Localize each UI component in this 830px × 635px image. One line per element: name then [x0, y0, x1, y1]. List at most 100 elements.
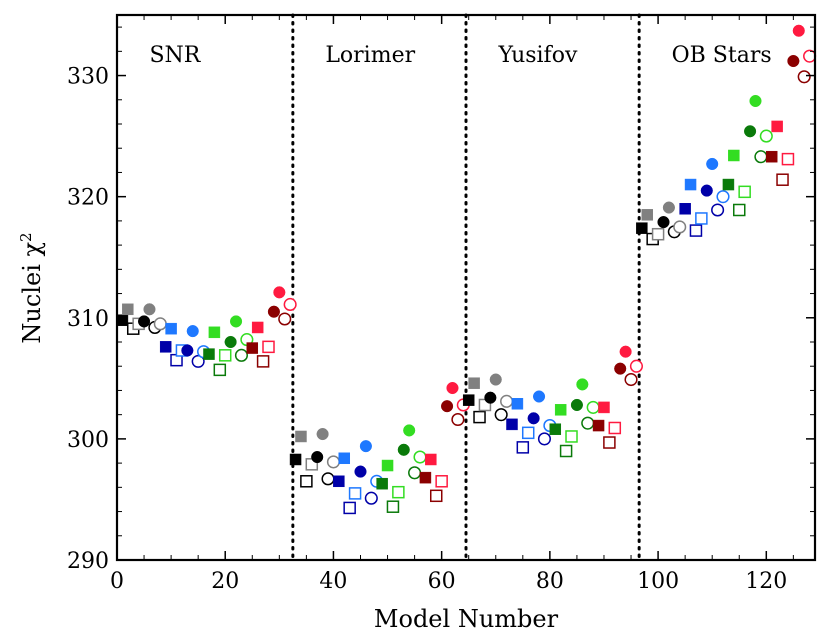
- region-label-ob-stars: OB Stars: [672, 43, 772, 68]
- data-point-square-gray-2: [122, 303, 134, 316]
- data-point-square-darkblue-43: [343, 501, 356, 515]
- data-point-circle-darkgreen-85: [570, 398, 583, 412]
- data-point-circle-darkblue-109: [700, 184, 713, 197]
- data-point-circle-green-54: [403, 424, 416, 437]
- data-point-square-blue-42: [338, 452, 351, 465]
- data-point-square-gray-34: [295, 430, 307, 443]
- y-tick-label: 310: [67, 307, 109, 332]
- data-point-square-green-20: [218, 349, 232, 362]
- data-point-circle-darkblue-111: [711, 203, 725, 217]
- data-point-square-darkgreen-113: [722, 178, 735, 191]
- data-point-circle-blue-46: [359, 440, 372, 453]
- data-point-circle-green-56: [413, 450, 427, 464]
- data-point-square-darkgreen-81: [549, 423, 562, 435]
- y-axis-title-main: Nuclei χ: [18, 242, 46, 344]
- data-point-square-darkred-25: [246, 342, 259, 354]
- data-point-circle-black-5: [138, 315, 151, 328]
- data-point-square-gray-66: [468, 377, 480, 389]
- data-point-circle-gray-102: [662, 201, 675, 214]
- data-points: [116, 24, 817, 515]
- data-point-circle-black-101: [657, 216, 670, 229]
- data-point-square-darkgreen-83: [559, 444, 573, 458]
- data-point-square-crimson-92: [608, 421, 622, 435]
- data-point-square-green-84: [565, 430, 578, 443]
- data-point-square-green-50: [381, 459, 394, 472]
- y-tick-label: 330: [67, 65, 109, 90]
- data-point-square-black-97: [636, 222, 648, 234]
- plot-frame: [115, 13, 817, 562]
- data-point-circle-black-71: [494, 408, 508, 422]
- data-point-circle-green-22: [229, 315, 243, 328]
- x-tick-label: 120: [745, 569, 787, 594]
- data-point-square-crimson-122: [771, 120, 783, 133]
- data-point-square-darkred-91: [603, 436, 616, 449]
- data-point-circle-darkgreen-117: [744, 125, 757, 138]
- data-point-circle-darkred-61: [441, 400, 454, 413]
- region-labels: SNR Lorimer Yusifov OB Stars: [149, 43, 771, 68]
- data-point-square-gray-98: [641, 209, 654, 221]
- data-point-square-darkgreen-51: [386, 500, 400, 513]
- data-point-square-darkred-121: [765, 150, 778, 163]
- y-axis-title-superscript: 2: [17, 232, 35, 242]
- data-point-circle-crimson-94: [619, 345, 632, 358]
- data-point-circle-darkblue-77: [527, 412, 540, 425]
- data-point-square-black-33: [289, 453, 302, 466]
- data-point-square-darkblue-9: [159, 341, 172, 353]
- data-point-circle-darkblue-15: [191, 354, 205, 368]
- data-point-circle-darkblue-13: [181, 344, 194, 357]
- data-point-square-green-82: [554, 404, 567, 416]
- y-tick-label: 290: [67, 549, 109, 574]
- x-axis-title: Model Number: [374, 605, 559, 633]
- data-point-circle-gray-6: [143, 303, 156, 316]
- data-point-circle-crimson-32: [283, 297, 297, 312]
- data-point-circle-darkred-63: [451, 412, 465, 427]
- data-point-circle-green-86: [576, 378, 589, 391]
- data-point-circle-crimson-30: [273, 286, 286, 299]
- data-point-circle-crimson-62: [446, 381, 459, 395]
- data-point-circle-gray-72: [500, 394, 514, 408]
- region-label-yusifov: Yusifov: [497, 43, 577, 68]
- x-tick-label: 80: [536, 569, 564, 594]
- data-point-circle-blue-14: [186, 325, 199, 338]
- data-point-square-blue-10: [165, 322, 177, 335]
- data-point-circle-green-88: [586, 400, 600, 414]
- data-point-circle-black-37: [311, 451, 324, 464]
- data-point-square-darkgreen-115: [732, 203, 746, 217]
- data-point-circle-darkred-31: [278, 312, 292, 326]
- data-point-square-darkgreen-19: [213, 363, 227, 377]
- data-point-square-blue-44: [348, 487, 362, 500]
- data-point-circle-crimson-126: [792, 24, 805, 37]
- x-tick-label: 20: [211, 569, 239, 594]
- region-label-lorimer: Lorimer: [325, 43, 415, 68]
- data-point-square-gray-100: [651, 227, 665, 241]
- data-point-circle-black-39: [321, 472, 335, 486]
- data-point-square-darkblue-105: [679, 203, 691, 215]
- data-point-square-darkblue-107: [689, 224, 703, 237]
- data-point-circle-darkgreen-87: [581, 416, 595, 430]
- data-point-square-black-1: [116, 314, 129, 326]
- data-point-square-blue-106: [684, 178, 697, 191]
- data-point-square-darkred-59: [429, 489, 443, 503]
- y-tick-label: 320: [67, 186, 109, 211]
- data-point-square-green-114: [728, 149, 740, 162]
- data-point-circle-darkblue-79: [537, 432, 552, 446]
- data-point-square-darkblue-75: [516, 441, 530, 454]
- data-point-square-darkgreen-17: [203, 348, 215, 360]
- data-point-circle-gray-8: [153, 317, 167, 331]
- data-point-square-blue-74: [511, 398, 524, 410]
- region-dividers: [291, 13, 641, 562]
- data-point-circle-darkgreen-53: [397, 443, 410, 456]
- data-point-square-crimson-60: [435, 475, 448, 488]
- data-point-square-crimson-28: [262, 340, 275, 354]
- data-point-circle-green-120: [759, 129, 773, 143]
- data-point-circle-darkgreen-23: [234, 348, 248, 362]
- data-point-circle-gray-104: [673, 220, 687, 234]
- data-point-square-green-18: [208, 326, 221, 339]
- data-point-square-crimson-26: [251, 321, 264, 334]
- data-point-circle-darkblue-45: [354, 465, 367, 478]
- data-point-square-darkblue-73: [506, 418, 518, 431]
- y-tick-label: 300: [67, 428, 109, 453]
- x-tick-label: 0: [110, 569, 124, 594]
- data-point-square-darkblue-41: [333, 475, 345, 488]
